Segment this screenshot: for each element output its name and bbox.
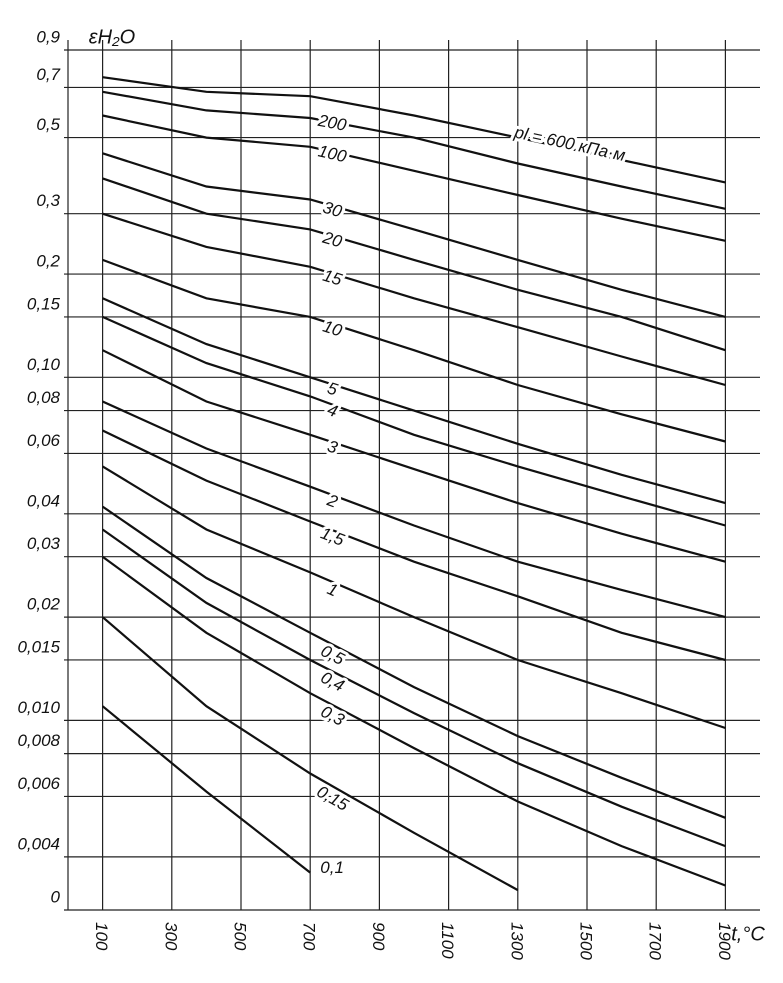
curve-label: 0,1 <box>320 858 344 877</box>
curve <box>102 465 726 730</box>
curve <box>101 616 519 892</box>
curve-label: 0,4 <box>318 668 348 696</box>
curve-label: pl = 600 кПа·м <box>512 122 628 165</box>
x-tick-label: 700 <box>300 922 319 951</box>
y-tick-label: 0,015 <box>17 637 60 656</box>
y-axis-label: εH₂O <box>89 26 135 48</box>
x-tick-label: 300 <box>161 922 180 951</box>
y-tick-label: 0,008 <box>17 731 60 750</box>
x-axis-label: t,°C <box>731 923 765 945</box>
y-tick-label: 0,08 <box>27 388 61 407</box>
y-tick-label: 0,9 <box>36 27 60 46</box>
curve-label: 10 <box>320 317 344 341</box>
curve <box>102 76 726 184</box>
curve-label: 1 <box>324 579 340 600</box>
y-tick-label: 0,03 <box>27 534 61 553</box>
y-tick-label: 0,7 <box>36 65 60 84</box>
curve <box>101 705 311 874</box>
x-tick-label: 500 <box>231 922 250 951</box>
y-tick-label: 0,3 <box>36 191 60 210</box>
curve-label: 0,15 <box>314 782 353 815</box>
curve <box>102 400 726 619</box>
curve-label: 1,5 <box>318 524 347 550</box>
x-tick-label: 1900 <box>715 922 734 960</box>
y-tick-label: 0,04 <box>27 491 60 510</box>
curve-label: 0,3 <box>318 702 348 730</box>
curve <box>102 349 726 563</box>
y-tick-label: 0,06 <box>27 431 61 450</box>
y-tick-label: 0,15 <box>27 294 61 313</box>
y-tick-label: 0 <box>51 887 61 906</box>
y-tick-label: 0,006 <box>17 774 60 793</box>
curve-label: 15 <box>321 266 345 290</box>
x-tick-label: 100 <box>92 922 111 951</box>
curve <box>102 212 726 387</box>
x-tick-label: 1700 <box>646 922 665 960</box>
curve <box>102 114 726 242</box>
y-tick-label: 0,10 <box>27 355 61 374</box>
x-tick-label: 900 <box>369 922 388 951</box>
curve <box>102 152 726 318</box>
curve <box>102 177 726 352</box>
curve <box>102 429 726 662</box>
curve <box>101 555 726 887</box>
curve <box>102 315 726 527</box>
curve-label: 100 <box>316 141 348 166</box>
x-tick-label: 1300 <box>507 922 526 960</box>
y-tick-label: 0,5 <box>36 115 60 134</box>
curve-label: 20 <box>320 228 345 252</box>
y-tick-label: 0,02 <box>27 595 61 614</box>
curve <box>101 505 726 819</box>
curve-label: 30 <box>321 198 345 222</box>
curve <box>102 90 726 210</box>
y-tick-label: 0,2 <box>36 252 60 271</box>
curve <box>102 297 726 505</box>
curve <box>102 258 726 443</box>
curve-label: 200 <box>316 111 349 135</box>
y-tick-label: 0,004 <box>17 834 60 853</box>
curve <box>101 528 726 848</box>
y-tick-label: 0,010 <box>17 698 60 717</box>
x-tick-label: 1500 <box>577 922 596 960</box>
x-tick-label: 1100 <box>438 922 457 959</box>
